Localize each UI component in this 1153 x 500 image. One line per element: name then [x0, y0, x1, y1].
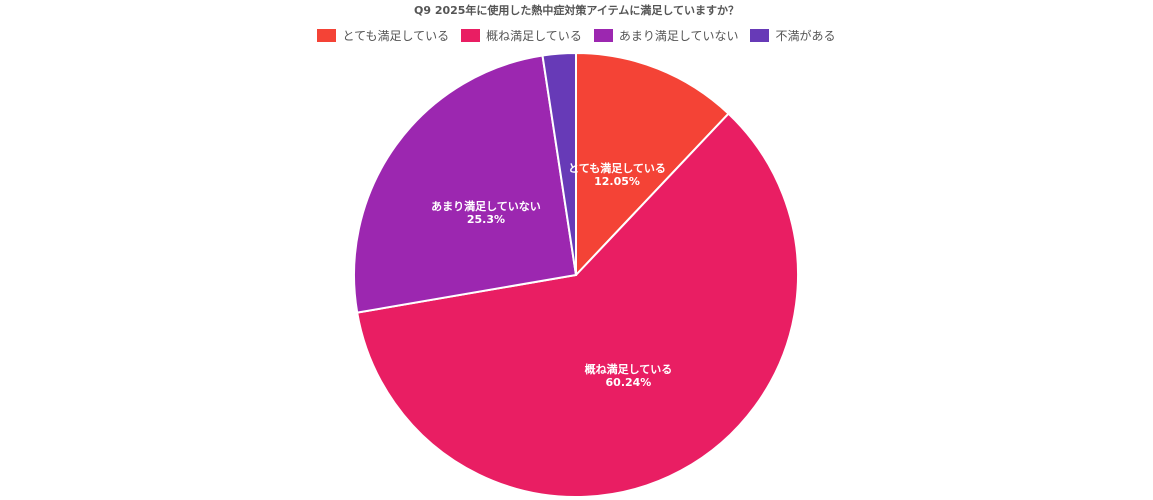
legend-swatch — [750, 29, 770, 42]
slice-value-label: 12.05% — [594, 175, 640, 188]
legend-item-very-satisfied[interactable]: とても満足している — [317, 27, 449, 44]
legend-item-not-very-satisfied[interactable]: あまり満足していない — [593, 27, 739, 44]
pie-slice-not-very-satisfied[interactable] — [353, 54, 578, 314]
legend-label: あまり満足していない — [618, 29, 739, 43]
legend-swatch — [461, 29, 481, 42]
legend-label: 不満がある — [775, 29, 836, 43]
legend-swatch — [317, 29, 337, 42]
legend-item-dissatisfied[interactable]: 不満がある — [750, 27, 836, 44]
pie-slice-dissatisfied[interactable] — [541, 51, 577, 276]
legend-label: とても満足している — [342, 29, 450, 43]
pie-slice-very-satisfied[interactable] — [575, 51, 730, 278]
slice-value-label: 60.24% — [606, 376, 652, 389]
chart-legend: とても満足している 概ね満足している あまり満足していない 不満がある — [0, 27, 1153, 44]
chart-title: Q9 2025年に使用した熱中症対策アイテムに満足していますか？ — [413, 4, 740, 17]
legend-label: 概ね満足している — [486, 29, 582, 43]
legend-item-mostly-satisfied[interactable]: 概ね満足している — [461, 27, 582, 44]
slice-category-label: あまり満足していない — [431, 199, 541, 213]
slice-value-label: 25.3% — [467, 213, 505, 226]
slice-category-label: 概ね満足している — [585, 362, 673, 376]
legend-swatch — [593, 29, 613, 42]
pie-slice-mostly-satisfied[interactable] — [356, 112, 799, 498]
slice-category-label: とても満足している — [568, 161, 666, 175]
